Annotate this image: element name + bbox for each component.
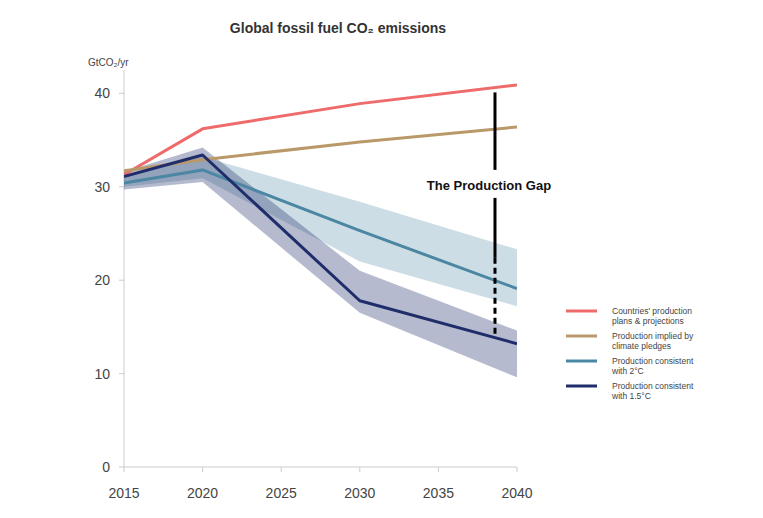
legend-swatch [566,385,597,388]
x-tick-label: 2015 [108,485,139,501]
x-tick-label: 2035 [423,485,454,501]
title: Global fossil fuel CO₂ emissions [230,20,446,36]
gap-line-dashed [493,258,496,335]
legend-label: Production implied byclimate pledges [612,331,694,351]
legend-swatch [566,360,597,363]
legend-label: Countries' productionplans & projections [612,306,692,326]
legend-line: climate pledges [612,341,671,351]
y-tick [119,186,124,187]
legend-swatch [566,335,597,338]
annotation: The Production Gap [427,178,551,193]
y-label: GtCO₂/yr [88,57,129,68]
legend-line: with 1.5°C [611,391,651,401]
y-tick-label: 40 [94,85,110,101]
x-tick-label: 2040 [501,485,532,501]
plot-area [124,85,517,377]
y-tick-label: 0 [102,459,110,475]
x-tick-label: 2020 [187,485,218,501]
x-tick [438,467,439,472]
y-tick-label: 30 [94,179,110,195]
chart: Global fossil fuel CO₂ emissions GtCO₂/yr… [0,0,763,518]
legend-line: Production consistent [612,381,694,391]
y-tick-label: 10 [94,366,110,382]
y-tick [119,280,124,281]
legend-line: Countries' production [612,306,692,316]
gap-line [493,198,496,258]
legend-line: plans & projections [612,316,684,326]
legend-line: with 2°C [611,366,644,376]
legend-line: Production consistent [612,356,694,366]
gap-line [493,92,496,169]
legend-swatch [566,310,597,313]
y-tick [119,373,124,374]
x-tick [202,467,203,472]
legend: Countries' productionplans & projections… [566,306,694,401]
y-tick-label: 20 [94,272,110,288]
legend-label: Production consistentwith 1.5°C [611,381,694,401]
series-line [124,127,517,171]
y-tick [119,467,124,468]
y-axis [124,70,125,467]
x-tick-label: 2030 [344,485,375,501]
legend-label: Production consistentwith 2°C [611,356,694,376]
y-tick [119,93,124,94]
x-tick [517,467,518,472]
x-tick-label: 2025 [266,485,297,501]
x-axis [124,467,517,468]
x-tick [359,467,360,472]
x-tick [124,467,125,472]
legend-line: Production implied by [612,331,694,341]
x-tick [281,467,282,472]
